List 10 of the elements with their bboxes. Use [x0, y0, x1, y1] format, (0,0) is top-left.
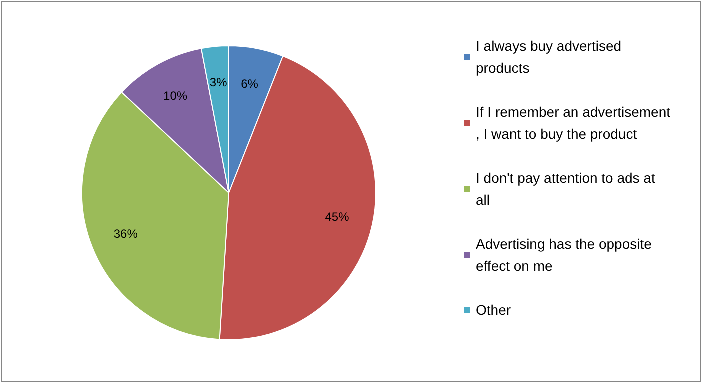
- legend-label: Advertising has the opposite effect on me: [476, 236, 656, 274]
- legend-label: I don't pay attention to ads at all: [476, 170, 660, 208]
- legend-label: Other: [476, 302, 512, 318]
- data-label: 10%: [164, 88, 188, 103]
- data-label: 36%: [114, 226, 138, 241]
- data-label: 45%: [325, 210, 350, 224]
- data-label: 6%: [241, 77, 259, 92]
- legend-label: If I remember an advertisement, I want to buy the product: [476, 104, 671, 142]
- legend-label: I always buy advertised products: [476, 38, 626, 76]
- data-label: 3%: [210, 76, 228, 90]
